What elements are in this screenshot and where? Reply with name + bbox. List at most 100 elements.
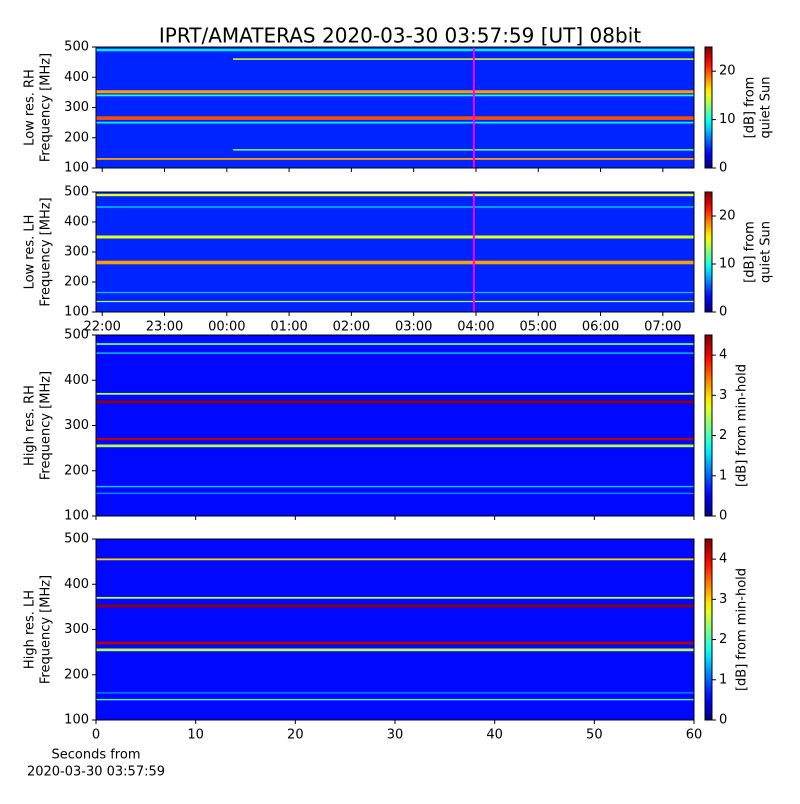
x-tick-label: 22:00: [83, 320, 120, 335]
y-tick-label: 100: [64, 161, 89, 176]
x-tick-label: 06:00: [582, 320, 619, 335]
band: [96, 352, 694, 354]
colorbar-tick-label: 20: [719, 64, 736, 79]
band: [96, 300, 694, 303]
band: [96, 260, 694, 265]
band: [96, 698, 694, 701]
band: [96, 492, 694, 495]
y-axis-label: Frequency [MHz]: [39, 371, 54, 480]
heatmap-background: [96, 539, 694, 720]
figure-title: IPRT/AMATERAS 2020-03-30 03:57:59 [UT] 0…: [159, 24, 641, 48]
y-tick-label: 300: [64, 622, 89, 637]
band: [96, 48, 694, 52]
colorbar: [704, 46, 713, 169]
colorbar: [704, 334, 713, 517]
colorbar-label: [dB] from: [743, 221, 758, 283]
y-tick-label: 200: [64, 463, 89, 478]
band: [96, 400, 694, 404]
x-tick-label: 05:00: [520, 320, 557, 335]
band: [96, 94, 694, 97]
y-axis-label: Frequency [MHz]: [39, 197, 54, 306]
y-axis-label: Low res. RH: [23, 69, 38, 146]
band: [96, 692, 694, 694]
colorbar-tick-label: 3: [719, 388, 727, 403]
x-axis-label: 2020-03-30 03:57:59: [27, 765, 165, 780]
colorbar: [704, 538, 713, 721]
x-tick-label: 00:00: [208, 320, 245, 335]
colorbar-tick-label: 4: [719, 552, 727, 567]
colorbar-tick-label: 2: [719, 428, 727, 443]
y-tick-label: 300: [64, 245, 89, 260]
band: [96, 596, 694, 599]
colorbar-tick-label: 0: [719, 509, 727, 524]
band: [96, 206, 694, 208]
band: [96, 193, 694, 197]
colorbar-tick-label: 20: [719, 209, 736, 224]
y-tick-label: 500: [64, 185, 89, 200]
y-tick-label: 400: [64, 215, 89, 230]
band: [96, 485, 694, 488]
x-tick-label: 23:00: [146, 320, 183, 335]
y-axis-label: Frequency [MHz]: [39, 53, 54, 162]
x-tick-label: 20: [287, 728, 304, 743]
band: [96, 121, 694, 124]
x-tick-label: 02:00: [333, 320, 370, 335]
band: [233, 58, 694, 60]
y-tick-label: 300: [64, 100, 89, 115]
band: [96, 90, 694, 94]
colorbar-label: quiet Sun: [759, 76, 774, 138]
y-tick-label: 500: [64, 328, 89, 343]
colorbar-tick-label: 1: [719, 672, 727, 687]
colorbar-label: [dB] from min-hold: [735, 568, 750, 691]
heatmap-background: [96, 47, 694, 168]
colorbar-tick-label: 4: [719, 348, 727, 363]
x-tick-label: 10: [187, 728, 204, 743]
band: [96, 641, 694, 645]
band: [96, 343, 694, 345]
colorbar-tick-label: 3: [719, 592, 727, 607]
y-tick-label: 100: [64, 305, 89, 320]
colorbar-tick-label: 10: [719, 112, 736, 127]
colorbar-label: quiet Sun: [759, 221, 774, 283]
colorbar-tick-label: 0: [719, 161, 727, 176]
band: [96, 158, 694, 160]
y-tick-label: 200: [64, 667, 89, 682]
band: [96, 437, 694, 441]
x-tick-label: 50: [586, 728, 603, 743]
colorbar: [704, 191, 713, 313]
x-tick-label: 0: [92, 728, 100, 743]
band: [96, 116, 694, 120]
x-tick-label: 60: [686, 728, 703, 743]
y-axis-label: High res. LH: [23, 590, 38, 669]
x-tick-label: 30: [387, 728, 404, 743]
x-tick-label: 03:00: [395, 320, 432, 335]
x-tick-label: 40: [486, 728, 503, 743]
colorbar-tick-label: 1: [719, 468, 727, 483]
y-tick-label: 200: [64, 130, 89, 145]
y-tick-label: 100: [64, 509, 89, 524]
colorbar-tick-label: 0: [719, 713, 727, 728]
band: [96, 291, 694, 294]
band: [96, 235, 694, 239]
y-axis-label: Frequency [MHz]: [39, 575, 54, 684]
y-tick-label: 300: [64, 418, 89, 433]
colorbar-tick-label: 0: [719, 305, 727, 320]
x-tick-label: 04:00: [457, 320, 494, 335]
band: [96, 558, 694, 561]
band: [96, 648, 694, 652]
colorbar-label: [dB] from: [743, 77, 758, 139]
band: [233, 149, 694, 151]
heatmap-background: [96, 192, 694, 312]
y-tick-label: 200: [64, 275, 89, 290]
colorbar-tick-label: 10: [719, 257, 736, 272]
x-tick-label: 07:00: [644, 320, 681, 335]
band: [96, 392, 694, 395]
y-tick-label: 400: [64, 70, 89, 85]
y-tick-label: 500: [64, 40, 89, 55]
band: [96, 444, 694, 448]
band: [96, 604, 694, 608]
y-tick-label: 500: [64, 532, 89, 547]
y-tick-label: 400: [64, 577, 89, 592]
y-axis-label: High res. RH: [23, 385, 38, 466]
